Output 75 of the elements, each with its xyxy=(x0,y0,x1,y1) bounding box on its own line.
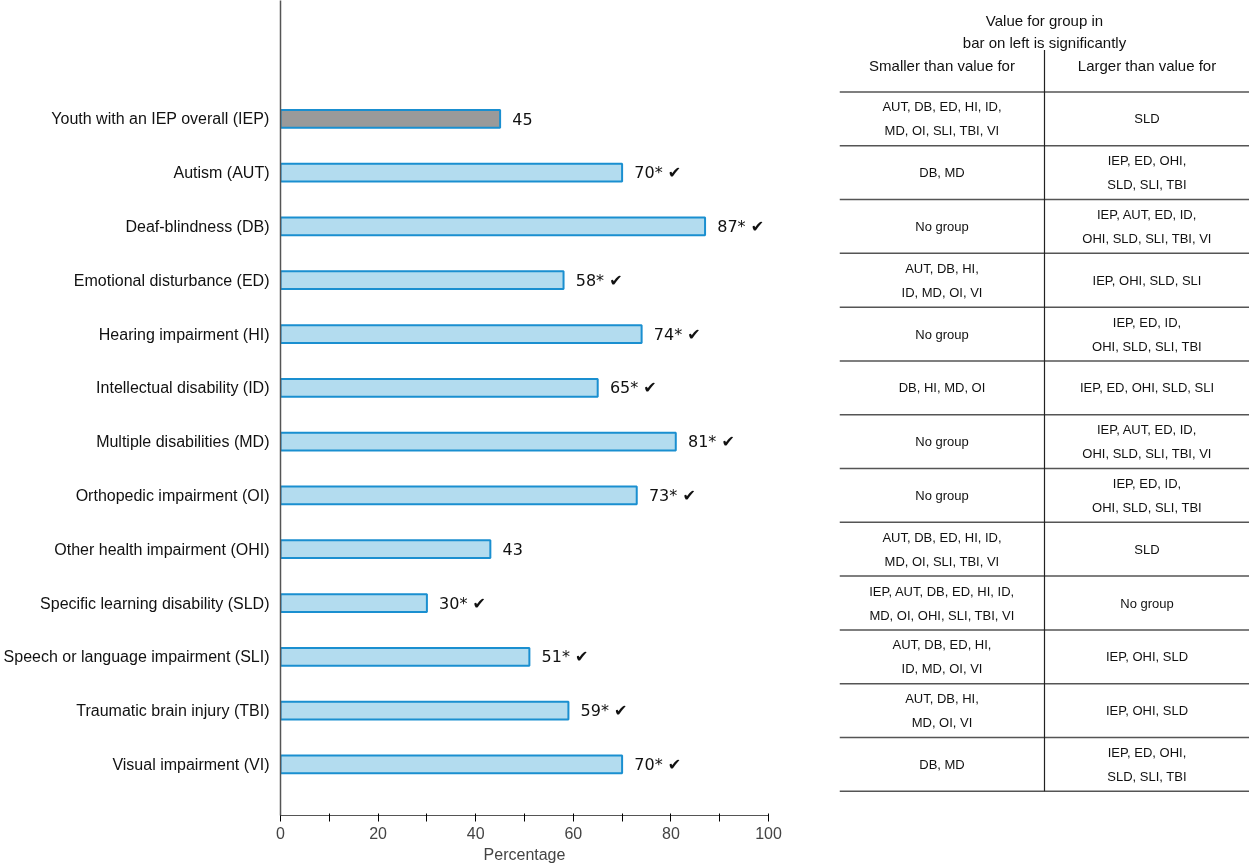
data-label: 70* ✔ xyxy=(634,754,682,774)
y-tick-label: Speech or language impairment (SLI) xyxy=(3,648,270,666)
y-tick-label: Hearing impairment (HI) xyxy=(98,325,270,343)
text: IEP, OHI, SLD, SLI xyxy=(1092,272,1202,288)
bar xyxy=(280,216,707,237)
bar xyxy=(280,108,502,129)
y-tick-label: Youth with an IEP overall (IEP) xyxy=(51,110,270,128)
text: No group xyxy=(915,434,969,450)
text: AUT, DB, HI, MD, OI, VI xyxy=(905,691,979,731)
data-label: 73* ✔ xyxy=(648,485,696,505)
data-label: 43 xyxy=(502,540,523,560)
y-tick-label: Emotional disturbance (ED) xyxy=(73,271,270,289)
text: Larger than value for xyxy=(1077,56,1217,74)
text: No group xyxy=(915,326,969,342)
text: AUT, DB, HI, ID, MD, OI, VI xyxy=(901,260,983,300)
text: IEP, OHI, SLD xyxy=(1105,649,1189,665)
text: IEP, ED, OHI, SLD, SLI xyxy=(1079,380,1215,396)
data-label: 30* ✔ xyxy=(439,593,486,613)
y-tick-label: Other health impairment (OHI) xyxy=(54,540,270,558)
data-label: 51* ✔ xyxy=(541,647,589,667)
y-tick-label: Orthopedic impairment (OI) xyxy=(75,486,270,504)
x-tick-label: 100 xyxy=(755,824,782,842)
y-tick-label: Specific learning disability (SLD) xyxy=(40,594,270,612)
y-tick-label: Autism (AUT) xyxy=(173,164,270,182)
bar xyxy=(280,377,599,398)
x-tick-label: 60 xyxy=(564,824,583,842)
bar xyxy=(280,270,565,291)
data-label: 45 xyxy=(512,109,533,129)
bar xyxy=(280,700,570,721)
text: Smaller than value for xyxy=(869,56,1015,74)
data-label: 65* ✔ xyxy=(609,378,657,398)
y-tick-label: Visual impairment (VI) xyxy=(112,755,270,773)
bar xyxy=(280,324,643,344)
text: No group xyxy=(1120,595,1174,611)
text: DB, HI, MD, OI xyxy=(898,380,986,396)
text: DB, MD xyxy=(919,165,965,181)
bar xyxy=(280,162,624,183)
bar xyxy=(280,485,638,506)
y-tick-label: Multiple disabilities (MD) xyxy=(96,433,270,451)
x-axis-title: Percentage xyxy=(483,845,566,863)
x-tick-label: 0 xyxy=(276,824,286,842)
text: SLD xyxy=(1134,541,1160,557)
x-tick-label: 20 xyxy=(369,824,388,842)
bar xyxy=(280,754,624,775)
text: AUT, DB, ED, HI, ID, MD, OI, SLI, TBI, VI xyxy=(882,529,1002,569)
text: AUT, DB, ED, HI, ID, MD, OI, SLI, TBI, VI xyxy=(882,99,1002,139)
bar xyxy=(280,646,531,667)
text: Value for group in bar on left is significantly xyxy=(962,12,1127,52)
text: AUT, DB, ED, HI, ID, MD, OI, VI xyxy=(892,637,992,677)
text: IEP, ED, OHI, SLD, SLI, TBI xyxy=(1107,153,1187,193)
y-tick-label: Traumatic brain injury (TBI) xyxy=(76,702,270,720)
data-label: 59* ✔ xyxy=(580,701,628,721)
y-tick-label: Deaf-blindness (DB) xyxy=(125,217,270,235)
data-label: 58* ✔ xyxy=(575,270,623,290)
y-tick-label: Intellectual disability (ID) xyxy=(96,379,270,397)
x-tick-label: 40 xyxy=(466,824,485,842)
x-tick-label: 80 xyxy=(662,824,680,842)
bar xyxy=(280,539,492,560)
data-label: 74* ✔ xyxy=(653,324,701,344)
text: IEP, OHI, SLD xyxy=(1105,703,1189,719)
text: IEP, ED, OHI, SLD, SLI, TBI xyxy=(1107,744,1187,784)
text: SLD xyxy=(1134,111,1160,127)
text: IEP, ED, ID, OHI, SLD, SLI, TBI xyxy=(1092,314,1202,354)
text: No group xyxy=(915,218,969,234)
bar xyxy=(280,593,428,613)
text: DB, MD xyxy=(919,756,965,772)
data-label: 70* ✔ xyxy=(634,163,682,183)
text: IEP, AUT, DB, ED, HI, ID, MD, OI, OHI, SLI, TBI, VI xyxy=(869,583,1015,623)
text: IEP, AUT, ED, ID, OHI, SLD, SLI, TBI, VI xyxy=(1082,422,1212,462)
text: IEP, AUT, ED, ID, OHI, SLD, SLI, TBI, VI xyxy=(1082,206,1212,246)
bar xyxy=(280,431,677,452)
data-label: 87* ✔ xyxy=(717,216,765,236)
text: No group xyxy=(915,487,969,503)
data-label: 81* ✔ xyxy=(687,432,735,452)
text: IEP, ED, ID, OHI, SLD, SLI, TBI xyxy=(1092,475,1202,515)
